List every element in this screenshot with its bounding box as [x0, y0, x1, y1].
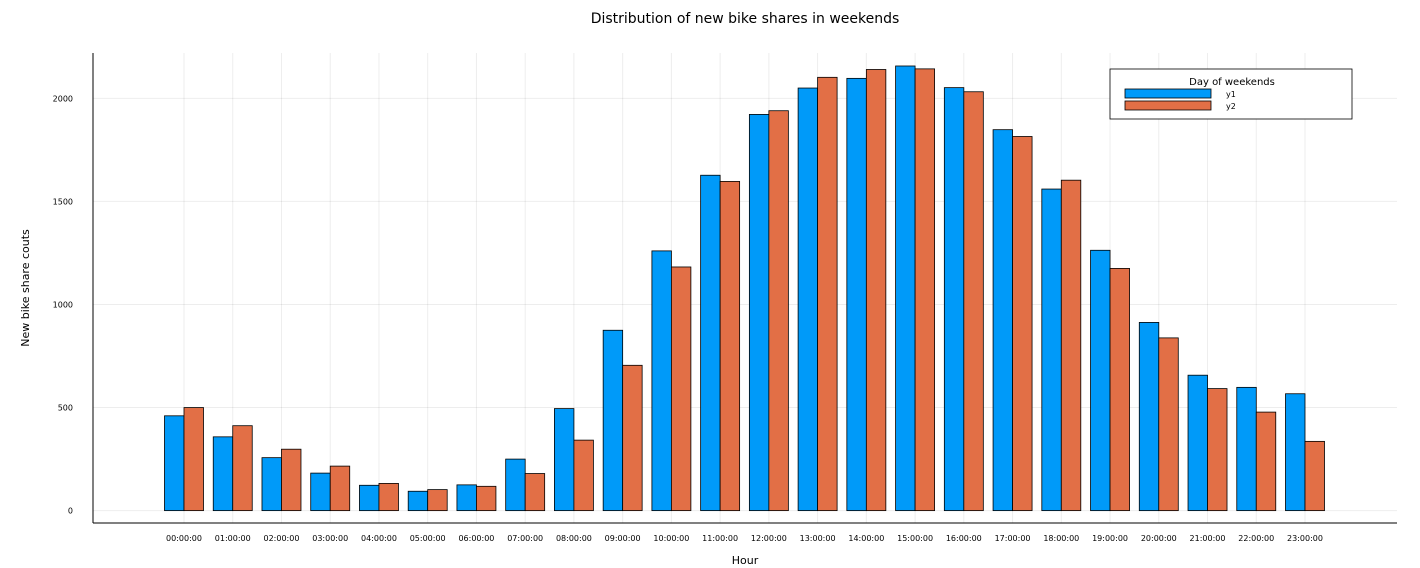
bar-y1-0: [164, 415, 185, 512]
x-tick-label: 11:00:00: [702, 534, 738, 543]
bars-layer: [164, 65, 1325, 512]
bar-y2-19: [1109, 268, 1130, 512]
x-tick-label: 17:00:00: [995, 534, 1031, 543]
bar-y2-7: [524, 473, 546, 512]
bar-y2-5: [427, 489, 448, 512]
bar-y2-12: [768, 110, 789, 512]
bar-y2-16: [963, 91, 984, 512]
y-tick-label: 500: [58, 404, 73, 413]
bar-y2-18: [1060, 179, 1082, 512]
y-tick-label: 2000: [53, 94, 73, 103]
x-tick-label: 06:00:00: [458, 534, 494, 543]
bar-y1-12: [748, 114, 770, 512]
x-tick-label: 04:00:00: [361, 534, 397, 543]
bar-y1-16: [943, 87, 965, 512]
bar-y1-14: [846, 77, 867, 512]
x-tick-label: 20:00:00: [1141, 534, 1177, 543]
legend-swatch-y2: [1124, 100, 1212, 111]
x-tick-label: 18:00:00: [1043, 534, 1079, 543]
bar-y2-1: [232, 425, 253, 512]
bar-y2-21: [1207, 388, 1228, 512]
bar-y2-10: [670, 266, 692, 512]
x-tick-label: 10:00:00: [653, 534, 689, 543]
bar-y1-19: [1090, 249, 1111, 512]
bar-y2-8: [573, 439, 594, 512]
bar-y2-9: [622, 364, 643, 512]
bar-y2-17: [1012, 136, 1033, 512]
bar-y1-10: [651, 250, 672, 512]
x-tick-label: 08:00:00: [556, 534, 592, 543]
bar-y1-9: [602, 329, 624, 512]
bar-y1-8: [554, 408, 575, 512]
bar-y1-22: [1236, 386, 1257, 512]
x-tick-label: 02:00:00: [264, 534, 300, 543]
y-tick-labels: 0 500 1000 1500 2000: [53, 94, 73, 515]
bar-y2-11: [719, 181, 741, 512]
bar-y2-20: [1158, 337, 1179, 512]
x-axis-label: Hour: [732, 554, 759, 567]
bar-y1-15: [895, 65, 916, 512]
bar-y2-13: [817, 76, 838, 512]
bar-y2-15: [914, 68, 935, 512]
bar-y2-22: [1255, 411, 1277, 512]
bar-y1-4: [359, 484, 380, 512]
x-tick-label: 03:00:00: [312, 534, 348, 543]
x-tick-label: 05:00:00: [410, 534, 446, 543]
bar-y2-14: [865, 69, 887, 512]
legend-swatch-y1: [1124, 88, 1212, 99]
bar-y2-4: [378, 483, 399, 512]
x-tick-label: 15:00:00: [897, 534, 933, 543]
bar-y1-21: [1187, 374, 1208, 512]
bar-y1-6: [456, 484, 477, 512]
chart-title: Distribution of new bike shares in weeke…: [591, 11, 900, 27]
bar-y1-5: [407, 490, 429, 512]
bar-y2-2: [281, 448, 302, 512]
bar-y1-23: [1285, 393, 1306, 512]
x-tick-label: 12:00:00: [751, 534, 787, 543]
bar-y1-1: [212, 436, 234, 512]
legend-label-y2: y2: [1226, 102, 1236, 111]
x-tick-label: 22:00:00: [1238, 534, 1274, 543]
x-tick-label: 14:00:00: [848, 534, 884, 543]
x-tick-label: 13:00:00: [800, 534, 836, 543]
bar-y2-3: [329, 465, 351, 512]
bar-y1-3: [310, 472, 331, 512]
bar-y1-11: [700, 174, 721, 512]
bar-y2-0: [183, 407, 204, 512]
legend-title: Day of weekends: [1189, 77, 1275, 88]
bar-y1-7: [505, 458, 526, 512]
y-tick-label: 1500: [53, 197, 73, 206]
y-axis-label: New bike share couts: [19, 229, 32, 347]
bar-y1-18: [1041, 188, 1062, 512]
bar-y2-6: [476, 485, 497, 512]
x-tick-label: 01:00:00: [215, 534, 251, 543]
bar-y1-2: [261, 457, 282, 512]
y-tick-label: 1000: [53, 300, 73, 309]
bar-y1-17: [992, 129, 1013, 512]
y-tick-label: 0: [68, 507, 73, 516]
x-tick-label: 21:00:00: [1190, 534, 1226, 543]
x-tick-label: 00:00:00: [166, 534, 202, 543]
bar-y1-13: [797, 87, 819, 512]
x-tick-label: 16:00:00: [946, 534, 982, 543]
bar-y2-23: [1304, 440, 1325, 512]
legend-label-y1: y1: [1226, 90, 1236, 99]
x-tick-label: 23:00:00: [1287, 534, 1323, 543]
bar-y1-20: [1138, 322, 1160, 512]
legend: Day of weekends y1 y2: [1109, 68, 1353, 120]
x-tick-label: 07:00:00: [507, 534, 543, 543]
x-tick-label: 19:00:00: [1092, 534, 1128, 543]
x-tick-labels: 00:00:00 01:00:00 02:00:00 03:00:00 04:00:00…: [166, 534, 1323, 543]
x-tick-label: 09:00:00: [605, 534, 641, 543]
